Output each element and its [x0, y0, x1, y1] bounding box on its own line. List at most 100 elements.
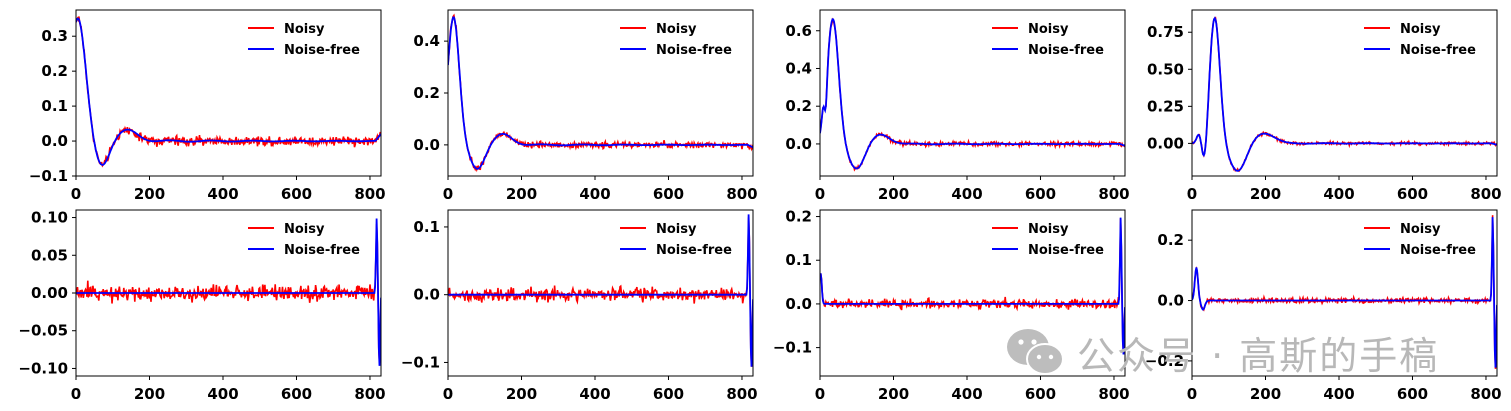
plot-area — [820, 17, 1125, 172]
x-tick-label: 400 — [1323, 185, 1354, 203]
axes-frame — [819, 209, 1126, 377]
series-line-noise-free — [1192, 16, 1497, 172]
legend: Noisy Noise-free — [248, 22, 360, 58]
y-tick-label: 0.75 — [1147, 23, 1184, 41]
y-tick-label: 0.2 — [41, 62, 68, 80]
y-tick-label: 0.1 — [785, 251, 812, 269]
y-tick-label: 0.25 — [1147, 97, 1184, 115]
y-tick-label: 0.0 — [41, 132, 68, 150]
x-tick-label: 200 — [506, 185, 537, 203]
y-tick-label: 0.2 — [785, 97, 812, 115]
x-tick-label: 800 — [726, 385, 757, 403]
series-line-noisy — [820, 218, 1125, 354]
axes-frame — [819, 9, 1126, 177]
y-tick-label: 0.0 — [1157, 292, 1184, 310]
legend-label: Noisy — [1028, 222, 1069, 237]
x-tick-label: 800 — [726, 185, 757, 203]
x-tick-label: 600 — [1025, 385, 1056, 403]
legend-label: Noisy — [284, 22, 325, 37]
x-tick-label: 400 — [579, 385, 610, 403]
subplot-2: 0 200 400 600 800 0.0 0.2 0.4 Noisy Noise-free — [413, 9, 758, 203]
axes-frame — [75, 9, 382, 177]
y-tick-label: 0.2 — [1157, 231, 1184, 249]
series-line-noisy — [1192, 16, 1497, 173]
x-tick-label: 600 — [1397, 185, 1428, 203]
y-tick-label: 0.50 — [1147, 60, 1184, 78]
x-tick-label: 600 — [653, 385, 684, 403]
x-tick-label: 200 — [1250, 385, 1281, 403]
y-tick-label: −0.1 — [401, 353, 440, 371]
legend-label: Noisy — [1400, 22, 1441, 37]
y-tick-label: 0.0 — [413, 136, 440, 154]
y-tick-label: 0.05 — [31, 246, 68, 264]
y-tick-label: 0.1 — [41, 97, 68, 115]
legend-label: Noise-free — [1028, 43, 1104, 58]
x-tick-label: 0 — [443, 385, 453, 403]
legend-label: Noisy — [656, 22, 697, 37]
plot-area — [1192, 215, 1497, 369]
x-tick-label: 0 — [815, 185, 825, 203]
legend: Noisy Noise-free — [992, 22, 1104, 58]
x-tick-label: 800 — [1470, 185, 1501, 203]
subplot-8: 0 200 400 600 800 −0.2 0.0 0.2 Noisy Noise-free — [1145, 209, 1502, 403]
y-tick-label: 0.1 — [413, 218, 440, 236]
y-tick-label: 0.10 — [31, 209, 68, 227]
x-tick-label: 400 — [951, 185, 982, 203]
subplot-6: 0 200 400 600 800 −0.1 0.0 0.1 Noisy Noise-free — [401, 209, 758, 403]
x-tick-label: 0 — [1187, 185, 1197, 203]
x-tick-label: 400 — [579, 185, 610, 203]
x-tick-label: 200 — [134, 385, 165, 403]
legend: Noisy Noise-free — [248, 222, 360, 258]
legend: Noisy Noise-free — [992, 222, 1104, 258]
plot-area — [1192, 16, 1497, 173]
x-tick-label: 400 — [207, 185, 238, 203]
series-line-noisy — [1192, 215, 1497, 369]
plot-area — [76, 16, 381, 168]
series-line-noise-free — [820, 217, 1125, 355]
x-tick-label: 800 — [354, 185, 385, 203]
x-tick-label: 200 — [878, 385, 909, 403]
legend: Noisy Noise-free — [620, 22, 732, 58]
series-line-noise-free — [448, 214, 753, 367]
x-tick-label: 0 — [443, 185, 453, 203]
x-tick-label: 200 — [506, 385, 537, 403]
series-line-noise-free — [76, 218, 381, 366]
y-tick-label: −0.1 — [29, 167, 68, 185]
legend-label: Noisy — [284, 222, 325, 237]
legend-label: Noise-free — [1400, 243, 1476, 258]
x-tick-label: 200 — [878, 185, 909, 203]
axes-frame — [1191, 9, 1498, 177]
series-line-noise-free — [448, 16, 753, 170]
y-tick-label: 0.2 — [785, 208, 812, 226]
x-tick-label: 800 — [354, 385, 385, 403]
x-tick-label: 0 — [71, 385, 81, 403]
axes-frame — [447, 9, 754, 177]
x-tick-label: 600 — [653, 185, 684, 203]
x-tick-label: 200 — [134, 185, 165, 203]
legend: Noisy Noise-free — [620, 222, 732, 258]
y-tick-label: 0.2 — [413, 84, 440, 102]
legend-label: Noisy — [1400, 222, 1441, 237]
legend-label: Noise-free — [284, 243, 360, 258]
series-line-noisy — [448, 13, 753, 173]
y-tick-label: −0.10 — [18, 359, 68, 377]
plot-area — [448, 13, 753, 173]
y-tick-label: 0.0 — [785, 295, 812, 313]
subplot-5: 0 200 400 600 800 −0.10 −0.05 0.00 0.05 0.10 Noisy… — [18, 209, 385, 403]
legend-label: Noise-free — [656, 243, 732, 258]
legend-label: Noise-free — [284, 43, 360, 58]
legend-label: Noise-free — [656, 43, 732, 58]
plot-area — [448, 214, 753, 367]
y-tick-label: 0.3 — [41, 27, 68, 45]
series-line-noise-free — [1192, 217, 1497, 368]
subplot-7: 0 200 400 600 800 −0.1 0.0 0.1 0.2 Noisy Noise-fre… — [773, 208, 1130, 403]
axes-frame — [447, 209, 754, 377]
y-tick-label: 0.00 — [1147, 134, 1184, 152]
x-tick-label: 400 — [951, 385, 982, 403]
y-tick-label: 0.0 — [785, 135, 812, 153]
y-tick-label: 0.4 — [413, 32, 440, 50]
legend-label: Noisy — [656, 222, 697, 237]
series-line-noise-free — [820, 18, 1125, 170]
plot-area — [820, 217, 1125, 355]
